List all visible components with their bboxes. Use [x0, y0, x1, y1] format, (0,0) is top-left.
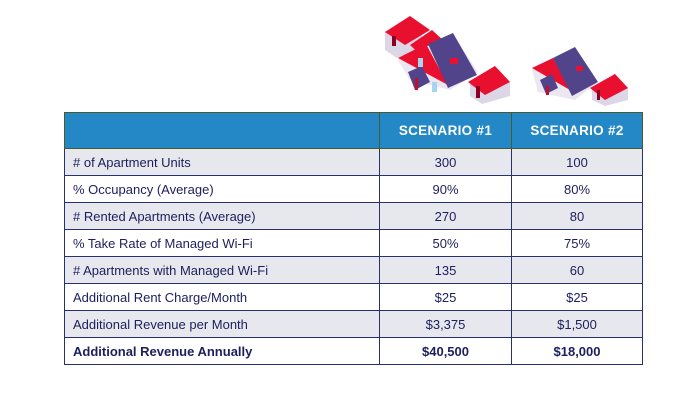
table-row: Additional Rent Charge/Month $25 $25 [64, 283, 643, 311]
scenario-2-value: $18,000 [511, 337, 643, 365]
table-row: Additional Revenue per Month $3,375 $1,500 [64, 310, 643, 338]
house-icon-large-group [385, 16, 510, 104]
row-label: Additional Rent Charge/Month [64, 283, 380, 311]
table-row: # of Apartment Units 300 100 [64, 148, 643, 176]
scenario-2-value: $25 [511, 283, 643, 311]
row-label: # Apartments with Managed Wi-Fi [64, 256, 380, 284]
scenario-1-value: 50% [379, 229, 512, 257]
scenario-2-value: 100 [511, 148, 643, 176]
row-label: # Rented Apartments (Average) [64, 202, 380, 230]
scenario-1-value: $3,375 [379, 310, 512, 338]
scenario-2-value: 60 [511, 256, 643, 284]
row-label: Additional Revenue Annually [64, 337, 380, 365]
scenario-2-value: 80 [511, 202, 643, 230]
scenario-2-value: 80% [511, 175, 643, 203]
scenario-2-value: $1,500 [511, 310, 643, 338]
row-label: # of Apartment Units [64, 148, 380, 176]
header-scenario-2: SCENARIO #2 [511, 112, 643, 149]
table-row: # Rented Apartments (Average) 270 80 [64, 202, 643, 230]
scenario-1-value: $40,500 [379, 337, 512, 365]
house-icon-small-group [532, 47, 628, 106]
table-row: % Take Rate of Managed Wi-Fi 50% 75% [64, 229, 643, 257]
houses-illustration [385, 16, 628, 106]
row-label: % Take Rate of Managed Wi-Fi [64, 229, 380, 257]
row-label: Additional Revenue per Month [64, 310, 380, 338]
table-row: # Apartments with Managed Wi-Fi 135 60 [64, 256, 643, 284]
scenario-1-value: 90% [379, 175, 512, 203]
row-label: % Occupancy (Average) [64, 175, 380, 203]
scenario-1-value: 270 [379, 202, 512, 230]
scenario-1-value: 300 [379, 148, 512, 176]
table-row: Additional Revenue Annually $40,500 $18,00… [64, 337, 643, 365]
header-label [64, 112, 380, 149]
revenue-scenarios-table: SCENARIO #1 SCENARIO #2 # of Apartment U… [64, 112, 643, 365]
scenario-1-value: $25 [379, 283, 512, 311]
table-header-row: SCENARIO #1 SCENARIO #2 [64, 112, 643, 149]
table-row: % Occupancy (Average) 90% 80% [64, 175, 643, 203]
header-scenario-1: SCENARIO #1 [379, 112, 512, 149]
scenario-1-value: 135 [379, 256, 512, 284]
scenario-2-value: 75% [511, 229, 643, 257]
